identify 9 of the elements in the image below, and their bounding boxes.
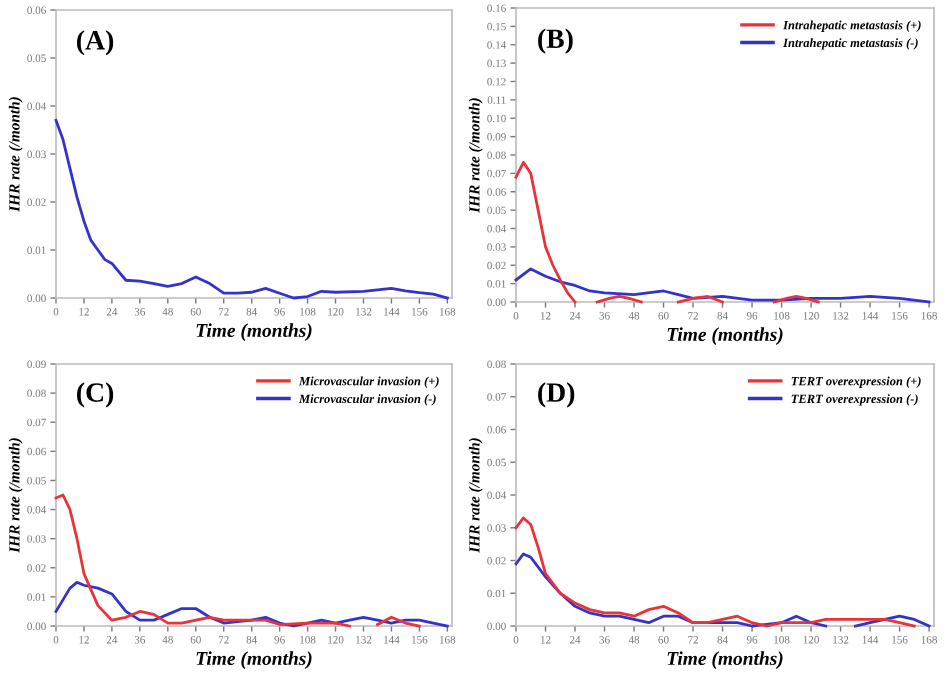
text: (D): [538, 382, 575, 408]
x-axis-title: Time (months): [196, 323, 312, 341]
x-axis-title: Time (months): [196, 651, 312, 669]
x-axis-title: Time (months): [667, 651, 783, 669]
x-axis-title: Time (months): [667, 327, 783, 345]
line-series: [514, 516, 916, 628]
text: (B): [538, 28, 573, 54]
text: (A): [77, 30, 114, 56]
text: (C): [77, 382, 114, 408]
